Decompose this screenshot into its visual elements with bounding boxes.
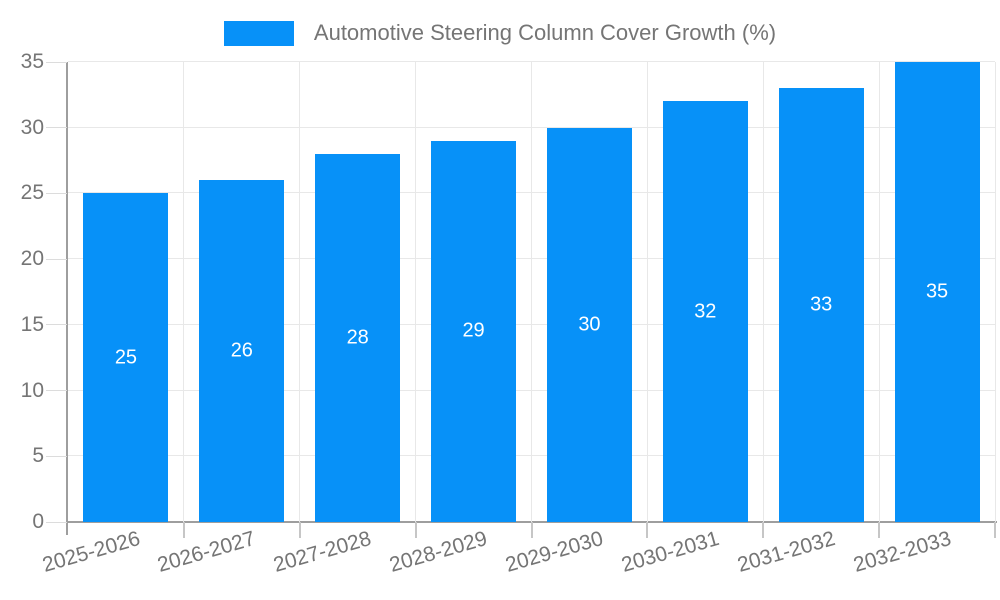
vertical-gridline <box>762 62 764 522</box>
legend-label: Automotive Steering Column Cover Growth … <box>313 20 777 45</box>
x-tick-label: 2027-2028 <box>271 527 375 577</box>
vertical-gridline <box>183 62 185 522</box>
plot-area: 25 26 28 29 30 32 33 35 <box>68 61 996 522</box>
vertical-gridline <box>878 62 880 522</box>
y-tick-label: 0 <box>32 510 44 533</box>
x-tick-label: 2028-2029 <box>387 527 490 577</box>
y-tick-label: 15 <box>20 312 44 336</box>
x-tick-label: 2031-2032 <box>734 527 838 577</box>
x-axis-tick <box>530 522 533 538</box>
y-axis-tick <box>46 455 67 457</box>
bar-2025-2026 <box>83 193 169 522</box>
x-tick-label: 2025-2026 <box>39 527 143 577</box>
vertical-gridline <box>415 62 417 522</box>
y-tick-label: 20 <box>20 247 44 271</box>
y-axis-tick <box>46 390 67 392</box>
bar-value-label: 30 <box>578 313 601 336</box>
x-axis-tick <box>994 522 996 538</box>
vertical-gridline <box>299 62 301 522</box>
y-axis-tick <box>46 61 67 63</box>
horizontal-gridline <box>68 61 995 62</box>
y-axis-tick <box>46 192 67 194</box>
x-axis-tick <box>182 522 185 538</box>
legend-swatch <box>223 20 294 46</box>
y-tick-label: 30 <box>20 115 44 139</box>
y-axis-tick <box>46 521 67 523</box>
bar-2028-2029 <box>431 140 517 522</box>
y-axis-tick <box>46 324 67 326</box>
y-tick-label: 5 <box>32 444 44 468</box>
bar-2031-2032 <box>778 88 864 522</box>
bar-value-label: 26 <box>230 339 253 362</box>
x-axis-tick <box>414 522 417 538</box>
x-tick-label: 2029-2030 <box>502 527 606 577</box>
x-axis-tick <box>298 522 301 538</box>
bar-value-label: 32 <box>694 300 717 323</box>
x-tick-label: 2026-2027 <box>155 527 259 577</box>
y-axis-tick <box>46 127 67 129</box>
bar-value-label: 33 <box>810 293 833 316</box>
vertical-gridline <box>994 62 996 522</box>
y-tick-label: 35 <box>20 50 44 73</box>
y-axis-line <box>66 62 68 535</box>
x-axis-tick <box>646 522 649 538</box>
bar-2027-2028 <box>315 154 401 522</box>
vertical-gridline <box>531 62 532 522</box>
x-axis-tick <box>878 522 881 538</box>
vertical-gridline <box>646 62 648 522</box>
bar-2030-2031 <box>662 101 748 522</box>
y-tick-label: 25 <box>20 181 44 205</box>
y-tick-label: 10 <box>20 378 44 402</box>
bar-2032-2033 <box>894 62 980 522</box>
x-tick-label: 2032-2033 <box>850 527 954 577</box>
legend-item[interactable]: Automotive Steering Column Cover Growth … <box>0 20 1000 46</box>
bar-2026-2027 <box>199 180 285 522</box>
x-axis-tick <box>762 522 765 538</box>
bar-2029-2030 <box>546 127 632 522</box>
bar-value-label: 28 <box>346 326 369 349</box>
bar-value-label: 25 <box>114 346 138 369</box>
x-tick-label: 2030-2031 <box>618 527 722 577</box>
y-axis-tick <box>46 258 67 260</box>
bar-value-label: 29 <box>462 319 485 342</box>
bar-value-label: 35 <box>925 280 949 303</box>
